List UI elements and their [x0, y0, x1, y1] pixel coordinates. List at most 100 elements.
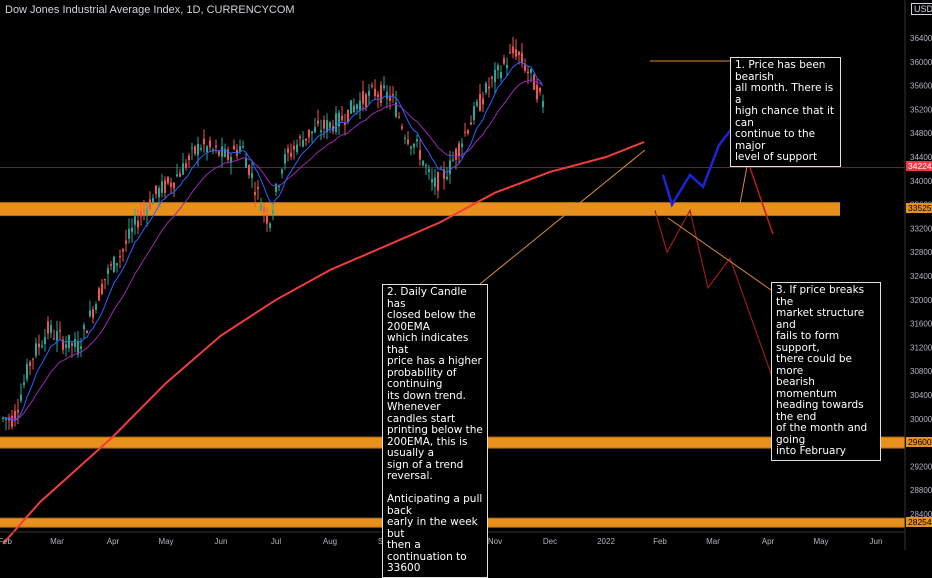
candle-body [227, 149, 229, 160]
support-zone-fill [0, 203, 840, 216]
candle-body [455, 148, 457, 160]
candle-body [188, 155, 190, 161]
candle-body [65, 344, 67, 348]
candle-body [467, 130, 469, 134]
y-tick-label: 32800 [910, 248, 932, 257]
candle-body [422, 160, 424, 166]
y-tick-label: 30400 [910, 391, 932, 400]
candle-body [131, 227, 133, 232]
candle-body [161, 181, 163, 193]
candle-body [305, 138, 307, 141]
candle-body [266, 215, 268, 224]
candle-body [383, 85, 385, 89]
candle-body [155, 185, 157, 194]
candle-body [194, 146, 196, 154]
candle-body [512, 46, 514, 54]
candle-body [32, 358, 34, 360]
x-tick-label: Aug [323, 537, 337, 546]
candle-body [200, 148, 202, 150]
candle-body [377, 94, 379, 98]
candle-body [5, 418, 7, 420]
candle-body [449, 160, 451, 175]
candle-body [527, 71, 529, 74]
candle-body [164, 180, 166, 193]
candle-body [437, 172, 439, 191]
candle-body [329, 122, 331, 128]
candle-body [149, 199, 151, 209]
candle-body [398, 116, 400, 118]
candle-body [83, 325, 85, 330]
candle-body [275, 183, 277, 192]
note3-leader [667, 217, 772, 291]
candle-body [182, 163, 184, 175]
support-price-badge: 28254 [906, 516, 932, 527]
projection-bullish-path [661, 123, 736, 208]
y-tick-label: 35200 [910, 105, 932, 114]
candle-body [176, 174, 178, 177]
candle-body [521, 52, 523, 63]
candle-body [119, 256, 121, 258]
x-tick-label: Dec [543, 537, 557, 546]
candle-body [257, 186, 259, 189]
candle-body [392, 94, 394, 96]
candle-body [185, 163, 187, 168]
candle-body [302, 140, 304, 147]
candle-body [239, 146, 241, 152]
candle-body [497, 65, 499, 71]
y-tick-label: 32400 [910, 272, 932, 281]
candle-body [380, 84, 382, 103]
candle-body [281, 169, 283, 174]
candle-body [407, 139, 409, 144]
candle-body [86, 330, 88, 334]
candle-body [536, 84, 538, 100]
candle-body [473, 106, 475, 120]
ma-purple-line [2, 79, 544, 420]
candle-body [395, 102, 397, 117]
candle-body [464, 131, 466, 133]
candle-body [353, 105, 355, 113]
candle-body [356, 104, 358, 109]
candle-body [143, 210, 145, 212]
y-tick-label: 29200 [910, 462, 932, 471]
candle-body [98, 288, 100, 301]
candle-body [494, 69, 496, 83]
candle-body [26, 363, 28, 380]
candle-body [338, 112, 340, 127]
support-price-badge: 33525 [906, 203, 932, 214]
candle-body [47, 321, 49, 334]
candle-body [110, 264, 112, 266]
candle-body [89, 310, 91, 317]
x-tick-label: 2022 [597, 537, 615, 546]
candle-body [17, 410, 19, 413]
candle-body [128, 228, 130, 239]
candle-body [2, 417, 4, 419]
candle-body [371, 85, 373, 87]
y-tick-label: 30800 [910, 367, 932, 376]
candle-body [170, 182, 172, 187]
candle-body [152, 197, 154, 205]
candle-body [425, 165, 427, 167]
candle-body [470, 122, 472, 125]
candle-body [80, 346, 82, 349]
candle-body [431, 179, 433, 183]
candle-body [179, 173, 181, 177]
support-price-badge: 29600 [906, 436, 932, 447]
y-tick-label: 34400 [910, 153, 932, 162]
x-tick-label: Mar [706, 537, 720, 546]
ma-blue-line [2, 61, 544, 421]
candle-body [209, 140, 211, 148]
candle-body [482, 98, 484, 105]
candle-body [218, 151, 220, 156]
candle-body [485, 83, 487, 93]
candle-body [242, 146, 244, 148]
x-tick-label: Nov [488, 537, 502, 546]
candle-body [107, 268, 109, 274]
currency-label: USD [911, 3, 932, 15]
y-tick-label: 28800 [910, 486, 932, 495]
candle-body [506, 64, 508, 68]
candle-body [347, 109, 349, 123]
candle-body [251, 173, 253, 178]
candle-body [116, 263, 118, 266]
candle-body [38, 343, 40, 348]
candle-body [443, 169, 445, 179]
